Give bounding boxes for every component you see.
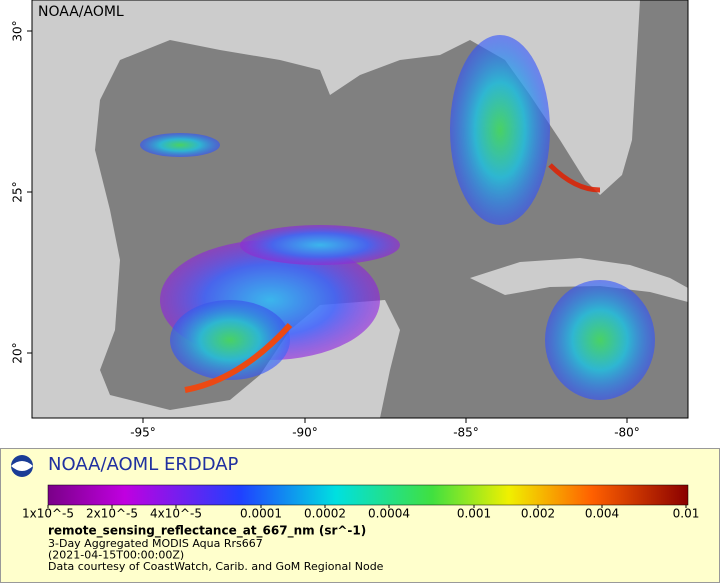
colorbar-label: 0.002 [521, 507, 555, 521]
legend-lines: 3-Day Aggregated MODIS Aqua Rrs667(2021-… [48, 537, 384, 573]
y-tick-label: 20° [11, 342, 25, 363]
map-credit: NOAA/AOML [38, 4, 124, 20]
colorbar-ticks: 1x10^-5 2x10^-5 4x10^-5 0.0001 0.0002 0.0004 0… [22, 505, 699, 521]
legend-line: Data courtesy of CoastWatch, Carib. and … [48, 560, 384, 573]
x-tick-label: -95° [130, 426, 156, 440]
y-tick-label: 30° [11, 20, 25, 41]
colorbar-label: 2x10^-5 [86, 507, 138, 521]
colorbar-label: 0.01 [673, 507, 700, 521]
map-frame [31, 0, 689, 419]
legend-title: NOAA/AOML ERDDAP [48, 454, 239, 475]
colorbar-label: 0.001 [457, 507, 491, 521]
axis-ticks: -95° -90° -85° -80° 20° 25° 30° [11, 20, 640, 439]
legend-panel [0, 448, 720, 583]
variable-name: remote_sensing_reflectance_at_667_nm (sr… [48, 524, 366, 539]
x-tick-label: -90° [292, 426, 318, 440]
colorbar-label: 0.0001 [240, 507, 282, 521]
colorbar-label: 4x10^-5 [150, 507, 202, 521]
colorbar-label: 0.0004 [368, 507, 410, 521]
legend-line: 3-Day Aggregated MODIS Aqua Rrs667 [48, 537, 263, 550]
colorbar-label: 1x10^-5 [22, 507, 74, 521]
y-tick-label: 25° [11, 181, 25, 202]
x-tick-label: -85° [453, 426, 479, 440]
colorbar-label: 0.004 [585, 507, 619, 521]
reflectance-data [140, 35, 655, 400]
legend-line: (2021-04-15T00:00:00Z) [48, 549, 184, 562]
noaa-logo-bird [11, 461, 33, 471]
x-tick-label: -80° [614, 426, 640, 440]
colorbar [47, 484, 689, 506]
cuba-land [470, 258, 688, 302]
colorbar-label: 0.0002 [304, 507, 346, 521]
